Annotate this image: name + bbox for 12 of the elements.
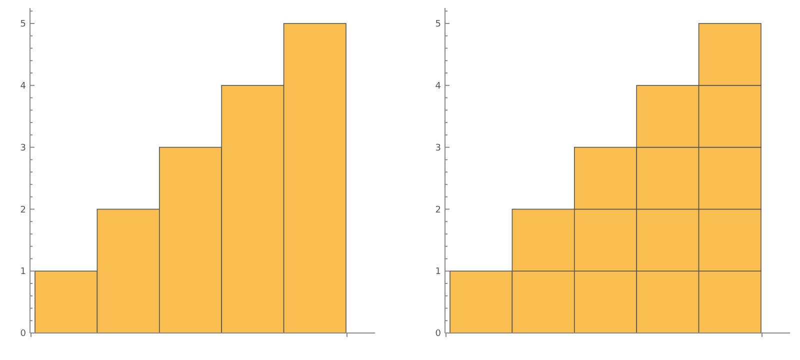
y-tick-label: 2 <box>435 205 441 216</box>
y-tick-label: 1 <box>20 267 26 278</box>
y-tick-label: 1 <box>435 267 441 278</box>
y-tick-label: 3 <box>435 143 441 154</box>
y-tick-label: 5 <box>435 20 441 30</box>
y-tick-label: 4 <box>20 82 26 92</box>
y-tick-label: 0 <box>435 329 442 340</box>
y-tick-label: 3 <box>20 143 26 154</box>
y-tick-label: 2 <box>20 205 26 216</box>
y-tick-label: 5 <box>20 20 26 30</box>
y-tick-label: 0 <box>20 329 26 340</box>
y-tick-label: 4 <box>435 82 442 92</box>
